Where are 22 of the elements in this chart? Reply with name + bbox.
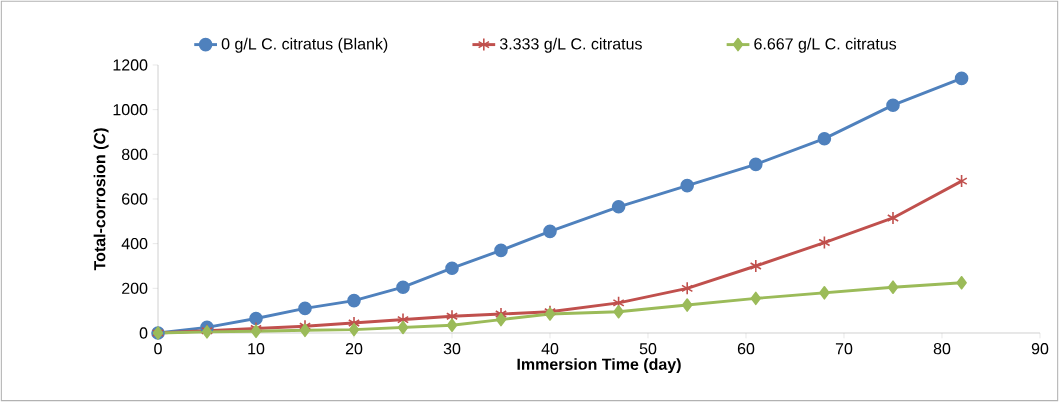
x-tick-label: 20 xyxy=(345,343,363,355)
x-tick-label: 40 xyxy=(541,343,559,355)
x-tick-label: 60 xyxy=(737,343,755,355)
legend-label: 0 g/L C. citratus (Blank) xyxy=(221,37,388,53)
x-tick-label: 10 xyxy=(248,343,265,355)
y-tick-label: 1000 xyxy=(113,104,148,116)
x-tick-label: 90 xyxy=(1031,343,1049,355)
x-tick-label: 50 xyxy=(639,343,657,355)
y-tick-label: 0 xyxy=(139,327,148,339)
x-tick-label: 80 xyxy=(933,343,951,355)
legend-label: 6.667 g/L C. citratus xyxy=(754,37,897,53)
y-tick-label: 1200 xyxy=(113,59,148,71)
y-axis-title: Total-corrosion (C) xyxy=(93,128,109,271)
legend-label: 3.333 g/L C. citratus xyxy=(499,37,642,53)
x-tick-label: 70 xyxy=(835,343,853,355)
y-tick-label: 800 xyxy=(121,148,148,160)
y-tick-label: 400 xyxy=(121,238,148,250)
y-tick-label: 200 xyxy=(122,282,148,294)
x-tick-label: 0 xyxy=(154,343,162,355)
x-axis-title: Immersion Time (day) xyxy=(517,358,681,374)
y-tick-label: 600 xyxy=(122,193,148,205)
x-tick-label: 30 xyxy=(443,343,461,355)
